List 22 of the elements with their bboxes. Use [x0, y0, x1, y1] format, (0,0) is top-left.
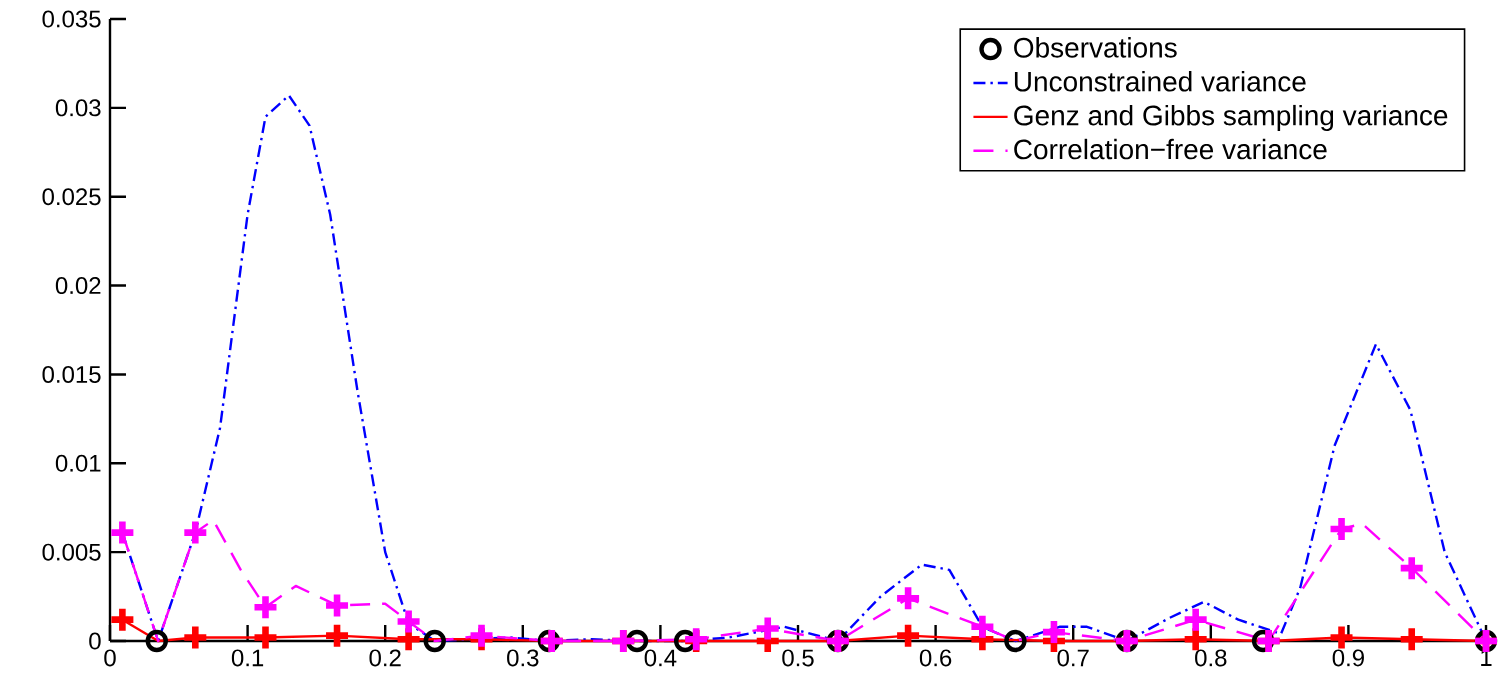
x-tick-label: 0.2 [369, 649, 401, 667]
legend-label: Unconstrained variance [1014, 71, 1306, 92]
y-tick-label: 0 [89, 632, 101, 650]
x-tick-label: 0.4 [644, 649, 677, 667]
x-tick-label: 0 [104, 649, 116, 667]
y-tick-label: 0.015 [42, 365, 101, 383]
x-tick-label: 0.3 [507, 649, 539, 667]
x-tick-label: 0.7 [1057, 649, 1089, 667]
legend-label: Observations [1014, 37, 1177, 58]
y-tick-label: 0.01 [55, 454, 101, 472]
x-tick-label: 0.9 [1332, 649, 1364, 667]
y-tick-label: 0.025 [42, 188, 101, 206]
x-tick-label: 0.6 [919, 649, 952, 667]
legend-label: Correlation−free variance [1014, 138, 1327, 160]
y-tick-label: 0.03 [55, 99, 101, 117]
x-tick-label: 0.1 [231, 649, 264, 667]
x-tick-label: 0.8 [1195, 649, 1227, 667]
y-tick-label: 0.035 [42, 10, 101, 28]
y-tick-label: 0.005 [42, 543, 101, 561]
x-tick-label: 0.5 [782, 649, 814, 667]
legend-label: Genz and Gibbs sampling variance [1014, 104, 1448, 131]
y-tick-label: 0.02 [55, 277, 101, 295]
